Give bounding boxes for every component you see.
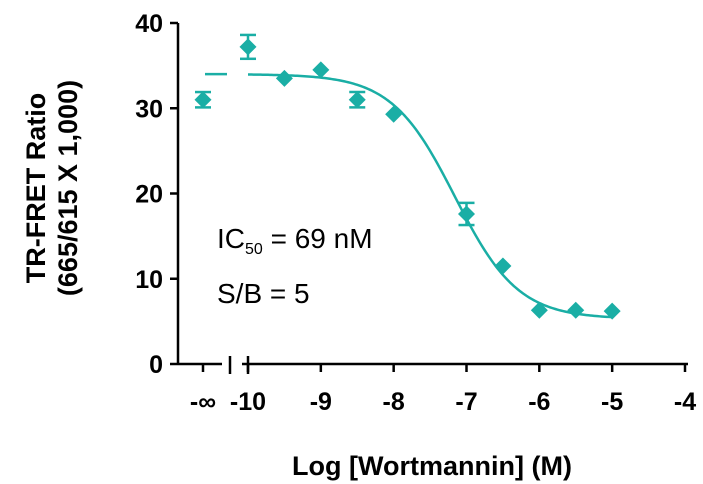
data-point-marker xyxy=(275,69,293,87)
sb-annotation: S/B = 5 xyxy=(217,278,310,309)
data-point-marker xyxy=(530,301,548,319)
data-point-marker xyxy=(239,38,257,56)
data-points-group xyxy=(194,33,621,320)
ic50-prefix: IC xyxy=(217,223,245,254)
data-point-marker xyxy=(567,301,585,319)
data-point-marker xyxy=(603,302,621,320)
y-ticks: 0 10 20 30 40 xyxy=(135,10,178,379)
x-tick-label: -7 xyxy=(455,388,477,416)
ic50-annotation: IC50 = 69 nM xyxy=(217,223,373,258)
ic50-subscript: 50 xyxy=(245,241,263,258)
x-ticks: -∞ -10 -9 -8 -7 -6 -5 -4 xyxy=(190,364,696,416)
data-point-marker xyxy=(458,205,475,223)
y-tick-label: 0 xyxy=(149,351,163,379)
x-tick-label: -8 xyxy=(383,388,405,416)
y-axis-title-line2: (665/615 X 1,000) xyxy=(53,80,83,296)
x-tick-label: -∞ xyxy=(190,388,216,416)
y-axis-title-line1: TR-FRET Ratio xyxy=(21,93,51,283)
fit-curve-group xyxy=(205,72,613,319)
y-tick-label: 20 xyxy=(135,181,163,209)
x-tick-label: -9 xyxy=(310,388,332,416)
y-tick-label: 30 xyxy=(135,95,163,123)
y-tick-label: 40 xyxy=(135,10,163,38)
data-point-marker xyxy=(312,61,330,79)
x-tick-label: -4 xyxy=(674,388,696,416)
ic50-value: = 69 nM xyxy=(263,223,373,254)
x-tick-label: -6 xyxy=(528,388,550,416)
data-point-marker xyxy=(494,257,512,275)
data-point-marker xyxy=(348,91,366,109)
x-axis-title: Log [Wortmannin] (M) xyxy=(292,451,572,481)
x-tick-label: -10 xyxy=(230,388,266,416)
y-tick-label: 10 xyxy=(135,266,163,294)
data-point-marker xyxy=(194,91,212,109)
data-point-marker xyxy=(385,105,403,123)
fit-curve xyxy=(247,73,613,319)
x-tick-label: -5 xyxy=(601,388,623,416)
